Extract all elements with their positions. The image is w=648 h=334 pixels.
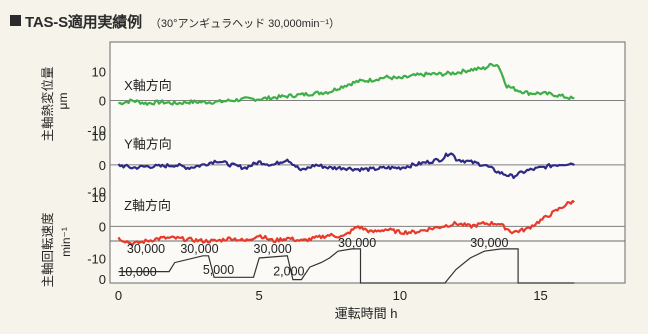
x-tick-label-3: 15 (533, 288, 547, 303)
title-square-marker (10, 15, 21, 26)
series-line-y (117, 152, 575, 180)
speed-tick-labels: 0 (99, 272, 106, 287)
displacement-axis-unit: μm (56, 93, 70, 110)
speed-annotations: 30,000 10,000 30,000 5,000 30,000 2,000 30,000… (118, 236, 508, 279)
displacement-tick-label-3: 10 (92, 129, 106, 144)
displacement-tick-label-6: 10 (92, 190, 106, 205)
x-tick-label-2: 10 (393, 288, 407, 303)
series-line-x (118, 62, 575, 106)
speed-line-0 (118, 248, 575, 284)
displacement-tick-label-extra: -10 (87, 252, 106, 267)
speed-annotation-5: 2,000 (273, 265, 304, 279)
speed-annotation-1: 10,000 (118, 265, 156, 279)
displacement-series (117, 62, 575, 247)
displacement-tick-label-5: -10 (87, 184, 106, 199)
series-label-z: Z軸方向 (124, 198, 171, 213)
chart-frame (109, 41, 626, 284)
speed-tick-label-0: 0 (99, 272, 106, 287)
speed-annotation-7: 30,000 (470, 236, 508, 250)
speed-axis-unit: min⁻¹ (59, 227, 73, 257)
displacement-tick-label-1: 0 (99, 94, 106, 109)
displacement-tick-label-4: 0 (99, 158, 106, 173)
speed-annotation-2: 30,000 (180, 242, 218, 256)
chart-subtitle: （30°アンギュラヘッド 30,000min⁻¹） (149, 18, 340, 30)
displacement-panel (109, 41, 626, 242)
x-tick-label-0: 0 (115, 288, 122, 303)
displacement-series-labels: X軸方向 Y軸方向 Z軸方向 (124, 78, 172, 213)
x-tick-label-1: 5 (256, 288, 263, 303)
displacement-axis-label: 主軸熱変位量 (40, 66, 55, 141)
speed-series (118, 248, 575, 284)
series-label-x: X軸方向 (124, 78, 172, 93)
displacement-tick-label-7: 0 (99, 219, 106, 234)
title-row: TAS-S適用実績例 （30°アンギュラヘッド 30,000min⁻¹） (10, 11, 340, 35)
series-label-y: Y軸方向 (124, 136, 172, 151)
x-axis-label: 運転時間 h (335, 306, 398, 321)
displacement-tick-label-2: -10 (87, 123, 106, 138)
displacement-tick-label-0: 10 (92, 64, 106, 79)
speed-panel (109, 240, 626, 284)
chart-title: TAS-S適用実績例 (25, 14, 142, 31)
speed-annotation-6: 30,000 (338, 236, 376, 250)
x-tick-labels: 0 5 10 15 (115, 288, 548, 303)
speed-annotation-3: 5,000 (203, 263, 234, 277)
series-line-z (117, 199, 575, 247)
speed-annotation-4: 30,000 (254, 242, 292, 256)
speed-axis-label: 主軸回転速度 (40, 212, 55, 288)
speed-annotation-0: 30,000 (127, 242, 165, 256)
